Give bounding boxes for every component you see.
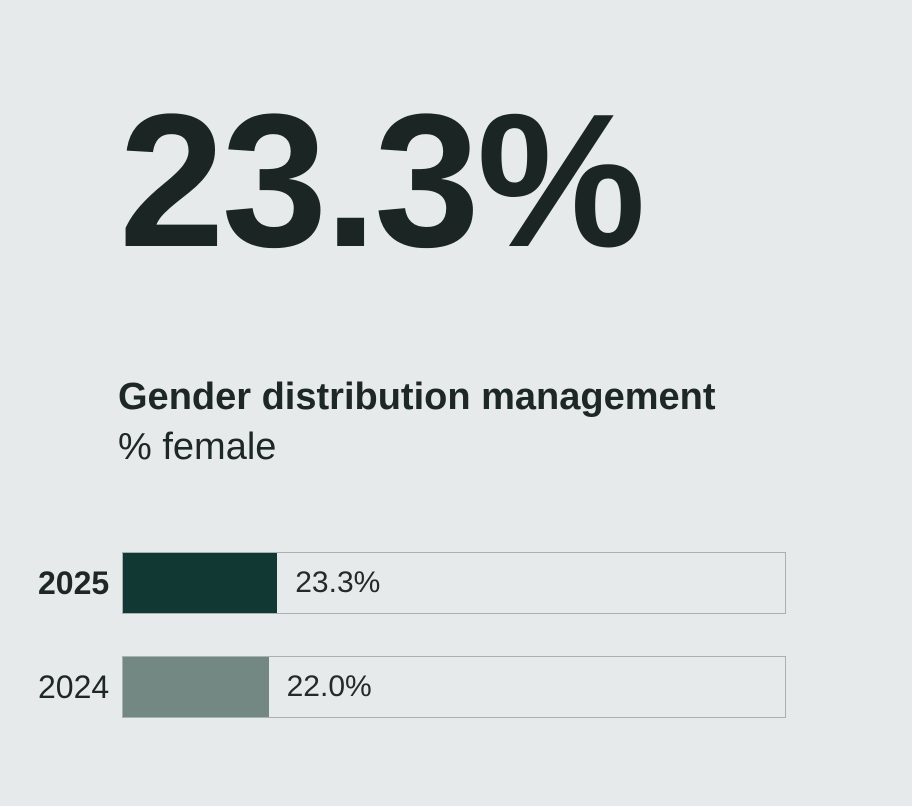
bar-category-label: 2024 (38, 668, 110, 705)
kpi-headline-value: 23.3% (119, 75, 646, 287)
bar-row-2025: 2025 23.3% (0, 552, 912, 614)
chart-title: Gender distribution management (118, 376, 716, 418)
bar-fill-2024 (123, 657, 269, 717)
bar-category-label: 2025 (38, 564, 110, 601)
bar-track: 23.3% (122, 552, 786, 614)
bar-value-label: 23.3% (295, 566, 381, 599)
bar-value-label: 22.0% (286, 670, 372, 703)
chart-title-block: Gender distribution management % female (118, 372, 716, 472)
bar-fill-2025 (123, 553, 278, 613)
chart-subtitle: % female (118, 426, 277, 468)
bar-row-2024: 2024 22.0% (0, 656, 912, 718)
bar-track: 22.0% (122, 656, 786, 718)
